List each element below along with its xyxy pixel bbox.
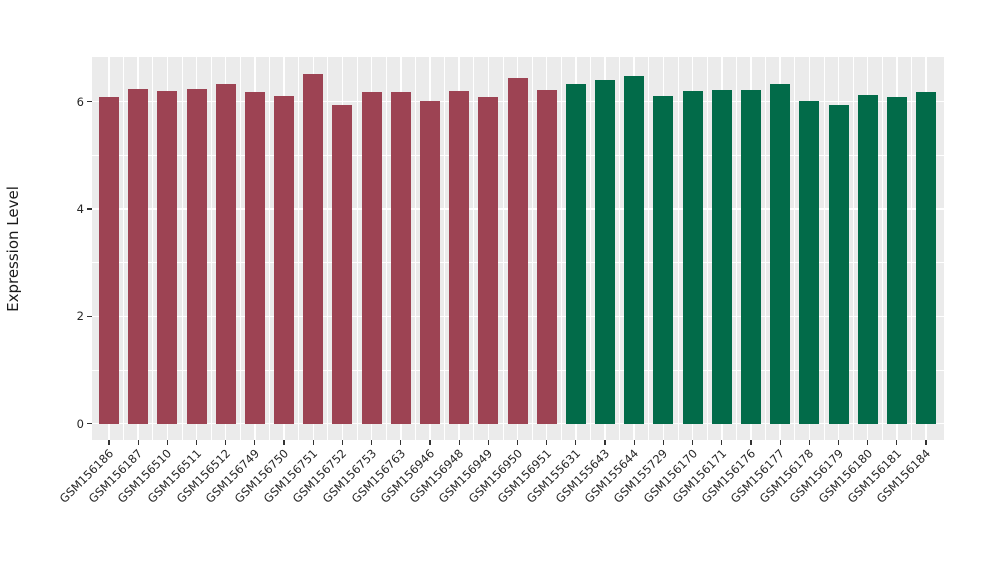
gridline-minor-x — [210, 57, 212, 440]
y-tick-label: 6 — [76, 94, 84, 109]
bar-GSM156184 — [916, 92, 937, 424]
x-tick-mark — [137, 440, 139, 445]
bar-GSM155643 — [595, 79, 616, 424]
y-tick-mark — [87, 315, 92, 317]
x-tick-mark — [896, 440, 898, 445]
bar-GSM156946 — [419, 101, 440, 424]
gridline-minor-x — [298, 57, 300, 440]
bar-GSM156186 — [99, 96, 119, 424]
bar-GSM156950 — [507, 78, 528, 424]
x-tick-mark — [867, 440, 869, 445]
gridline-minor-x — [560, 57, 562, 440]
x-tick-mark — [312, 440, 314, 445]
gridline-minor-x — [881, 57, 883, 440]
gridline-minor-x — [327, 57, 329, 440]
gridline-minor-x — [648, 57, 650, 440]
gridline-minor-x — [765, 57, 766, 440]
x-tick-mark — [195, 440, 198, 445]
bar-GSM156948 — [449, 90, 470, 424]
y-tick-mark — [87, 423, 92, 425]
bar-GSM156763 — [390, 91, 411, 424]
bar-GSM156510 — [157, 90, 178, 424]
gridline-minor-x — [356, 57, 358, 440]
gridline-minor-x — [590, 57, 591, 440]
x-tick-mark — [341, 440, 344, 445]
gridline-minor-x — [531, 57, 533, 440]
y-axis-title: Expression Level — [0, 57, 76, 440]
bar-GSM156753 — [361, 92, 382, 424]
bar-GSM156179 — [828, 104, 849, 424]
x-tick-mark — [516, 440, 519, 445]
bar-GSM156511 — [186, 89, 207, 424]
gridline-minor-x — [911, 57, 912, 440]
bar-GSM156187 — [128, 89, 149, 424]
gridline-minor-x — [852, 57, 854, 440]
x-tick-mark — [458, 440, 460, 445]
x-tick-mark — [808, 440, 810, 445]
y-tick-label: 4 — [76, 201, 84, 216]
x-tick-mark — [575, 440, 577, 445]
x-tick-mark — [283, 440, 285, 445]
x-tick-mark — [400, 440, 402, 445]
x-tick-mark — [225, 440, 227, 445]
gridline-minor-x — [619, 57, 621, 440]
gridline-minor-x — [414, 57, 416, 440]
bar-GSM156750 — [274, 95, 295, 424]
gridline-minor-x — [706, 57, 708, 440]
bar-GSM155644 — [624, 76, 645, 424]
bar-GSM156177 — [770, 83, 791, 424]
bar-GSM156949 — [478, 96, 499, 424]
bar-GSM156180 — [857, 94, 878, 424]
gridline-minor-x — [473, 57, 475, 440]
gridline-minor-x — [152, 57, 154, 440]
x-tick-mark — [429, 440, 431, 445]
bar-GSM156171 — [711, 90, 732, 424]
gridline-minor-x — [735, 57, 737, 440]
bar-GSM156951 — [536, 90, 557, 424]
x-tick-mark — [925, 440, 927, 445]
x-tick-mark — [692, 440, 694, 445]
x-tick-mark — [604, 440, 606, 445]
y-tick-mark — [87, 100, 92, 103]
bar-GSM156178 — [799, 101, 820, 424]
y-axis-title-text: Expression Level — [4, 185, 23, 312]
gridline-minor-x — [444, 57, 445, 440]
bar-GSM156751 — [303, 74, 324, 424]
bar-GSM156752 — [332, 105, 353, 424]
y-tick-label: 2 — [76, 309, 84, 324]
gridline-minor-x — [123, 57, 124, 440]
gridline-minor-x — [794, 57, 796, 440]
x-tick-mark — [108, 440, 110, 445]
x-tick-mark — [371, 440, 373, 445]
gridline-minor-x — [502, 57, 504, 440]
bar-GSM156170 — [682, 91, 703, 424]
gridline-minor-x — [823, 57, 825, 440]
gridline-minor-x — [181, 57, 183, 440]
bar-GSM156181 — [886, 96, 907, 424]
x-tick-mark — [546, 440, 548, 445]
x-tick-mark — [254, 440, 256, 445]
x-tick-mark — [779, 440, 781, 445]
x-tick-mark — [721, 440, 723, 445]
bar-GSM156176 — [740, 89, 761, 424]
plot-panel — [92, 57, 944, 440]
x-tick-mark — [633, 440, 635, 445]
gridline-minor-x — [385, 57, 387, 440]
y-tick-label: 0 — [76, 416, 84, 431]
bar-GSM155729 — [653, 95, 674, 424]
bar-GSM156749 — [244, 91, 265, 424]
y-tick-mark — [87, 208, 92, 210]
gridline-minor-x — [677, 57, 679, 440]
x-tick-mark — [662, 440, 664, 445]
gridline-minor-x — [269, 57, 270, 440]
bar-GSM155631 — [565, 84, 586, 424]
x-tick-mark — [837, 440, 840, 445]
x-tick-mark — [166, 440, 168, 445]
bar-GSM156512 — [215, 84, 236, 424]
x-tick-mark — [750, 440, 752, 445]
x-tick-mark — [487, 440, 489, 445]
gridline-minor-x — [239, 57, 241, 440]
